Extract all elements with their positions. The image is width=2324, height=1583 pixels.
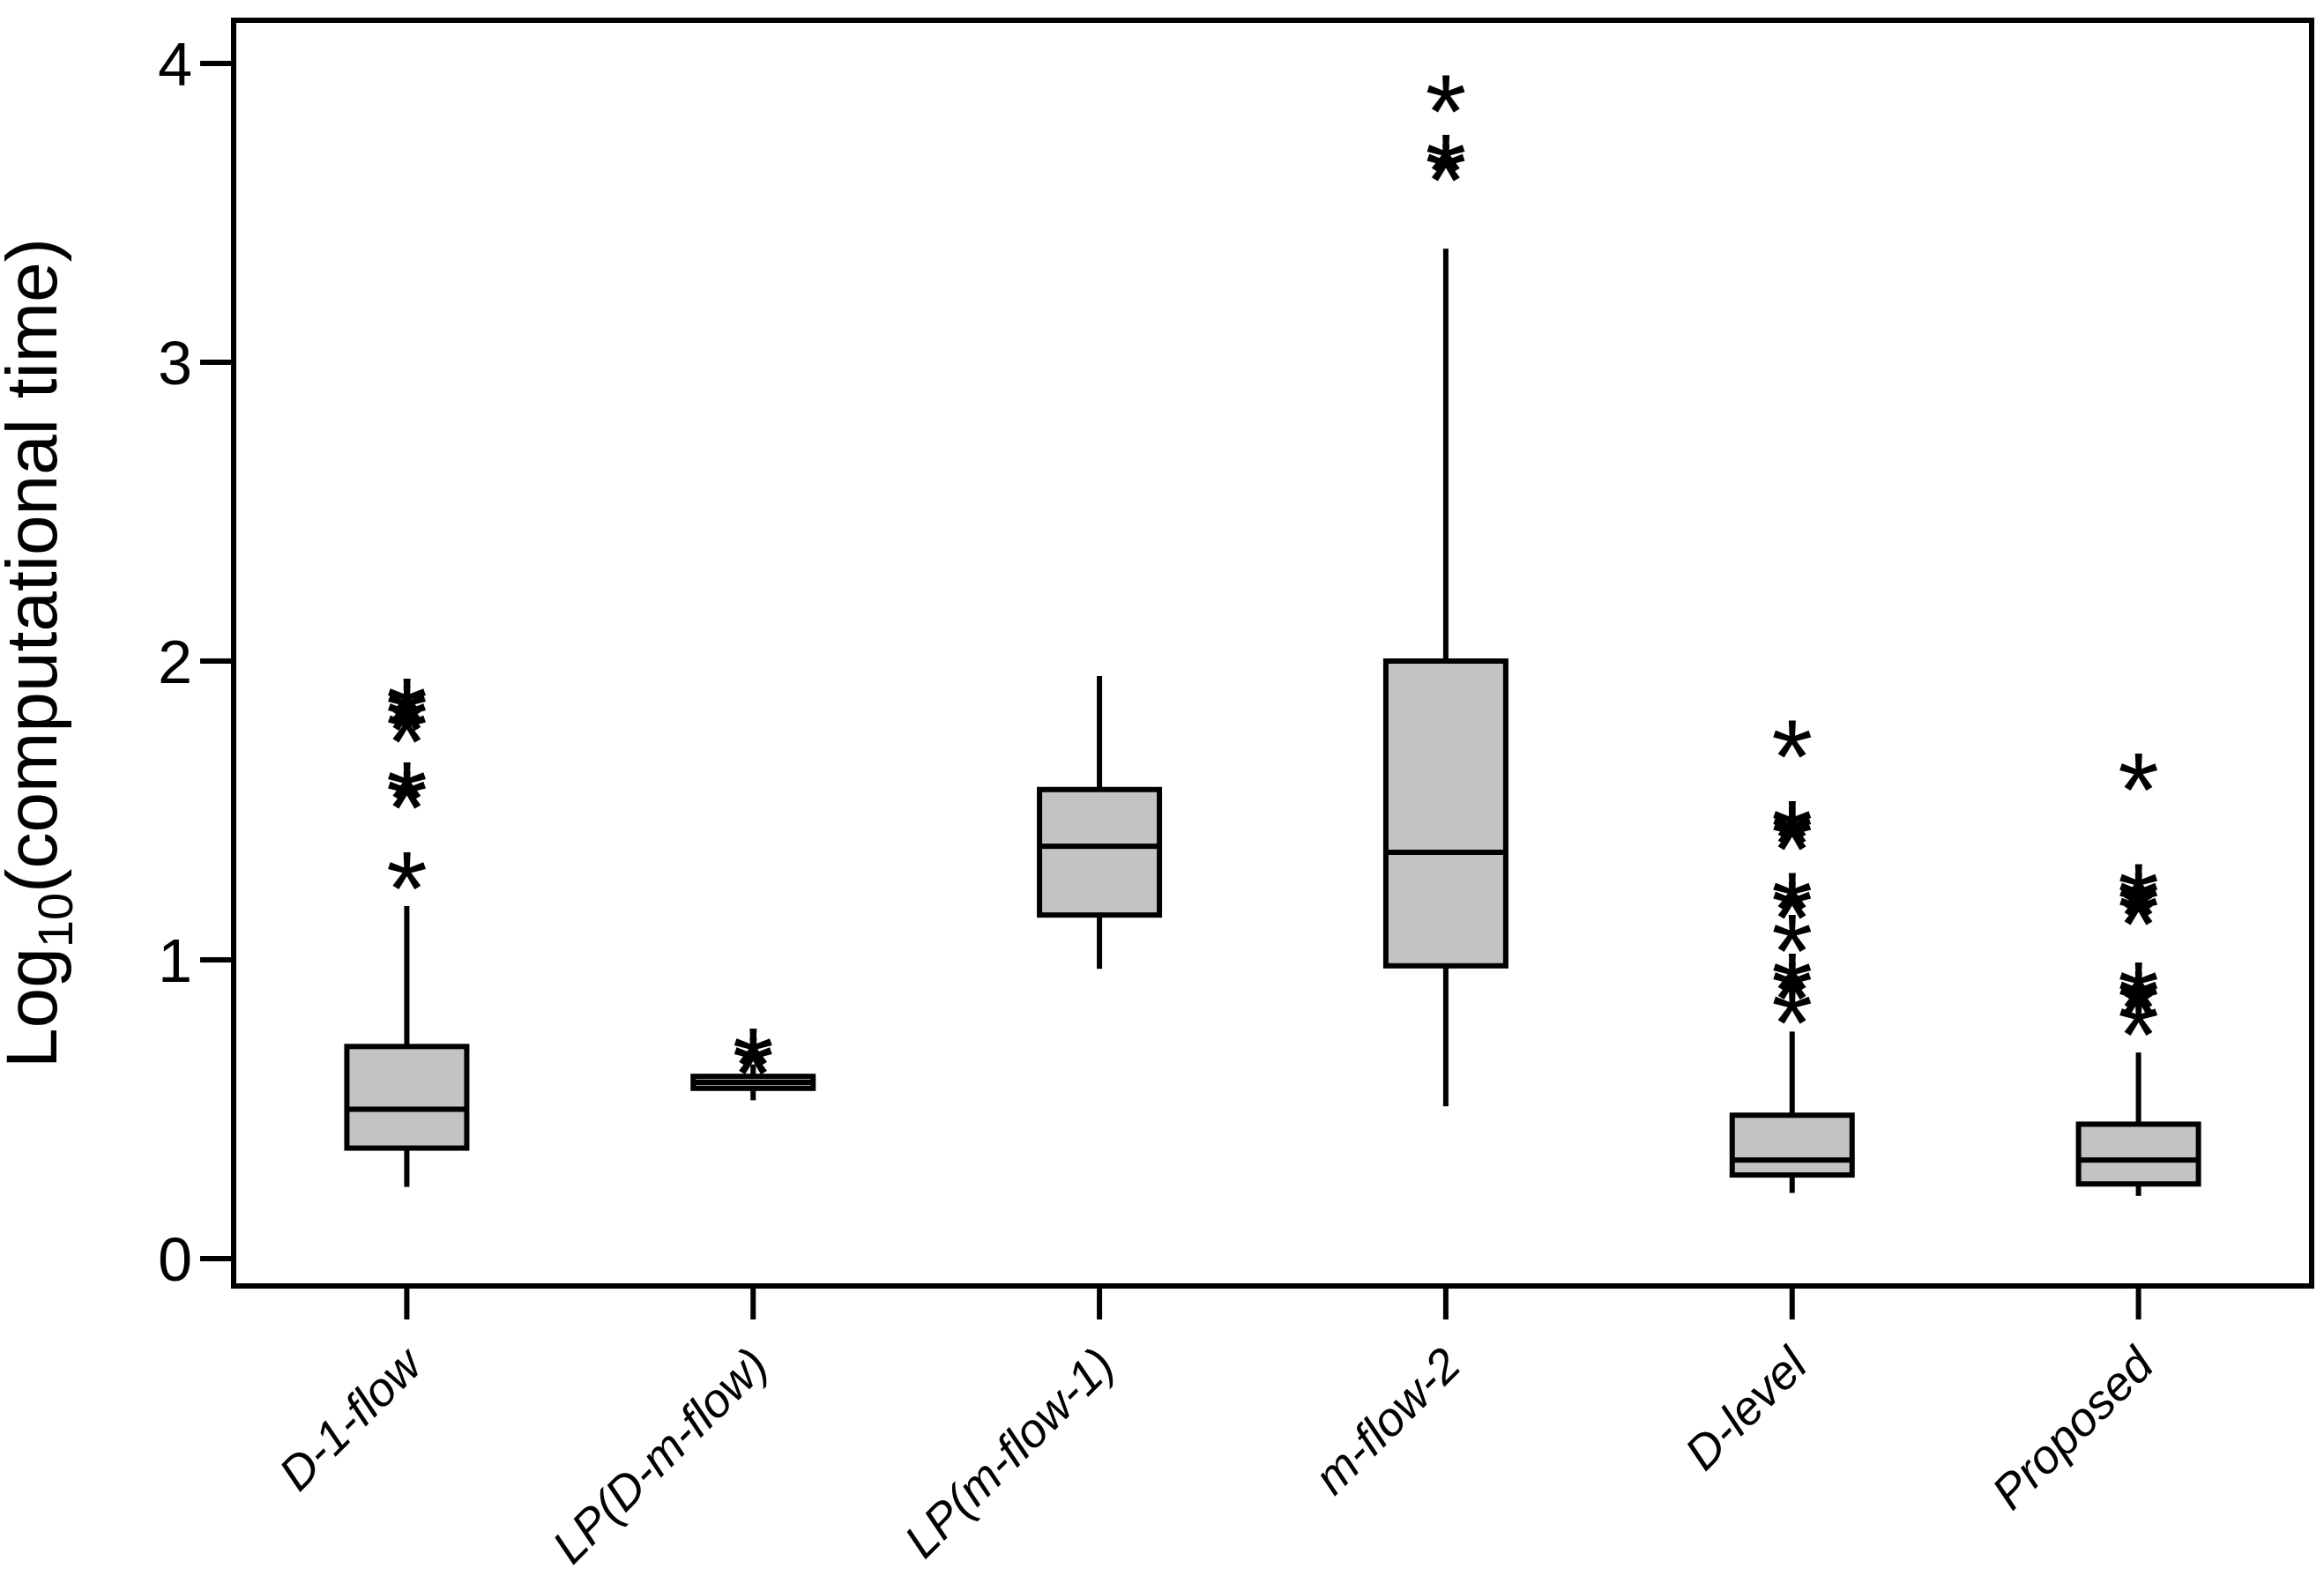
outlier-marker-Proposed: * xyxy=(2118,949,2159,1067)
outlier-marker-D-level: * xyxy=(1771,784,1813,903)
outlier-marker-D-level: * xyxy=(1771,932,1813,1050)
outlier-marker-Proposed: * xyxy=(2118,866,2159,984)
outlier-marker-LP(D-m-flow): * xyxy=(733,1006,774,1124)
box-body-Proposed xyxy=(2075,1121,2201,1187)
outlier-marker-D-level: * xyxy=(1771,940,1813,1059)
y-tick-label-1: 1 xyxy=(158,926,192,995)
outlier-marker-Proposed: * xyxy=(2118,842,2159,960)
outlier-marker-D-1-flow: * xyxy=(386,829,428,948)
y-axis-title: Log10(computational time) xyxy=(0,238,83,1068)
plot-frame xyxy=(231,18,2314,1289)
outlier-marker-D-1-flow: * xyxy=(386,683,428,801)
outlier-marker-Proposed: * xyxy=(2118,731,2159,849)
outlier-marker-D-level: * xyxy=(1771,779,1813,897)
y-tick-label-4: 4 xyxy=(158,30,192,99)
y-tick-label-0: 0 xyxy=(158,1225,192,1294)
outlier-marker-D-level: * xyxy=(1771,698,1813,816)
outlier-marker-D-level: * xyxy=(1771,851,1813,969)
outlier-marker-m-flow-2: * xyxy=(1426,53,1467,171)
outlier-marker-Proposed: * xyxy=(2118,976,2159,1094)
outlier-marker-m-flow-2: * xyxy=(1426,122,1467,240)
outlier-marker-LP(D-m-flow): * xyxy=(733,1014,774,1133)
outlier-marker-Proposed: * xyxy=(2118,940,2159,1059)
outlier-marker-D-level: * xyxy=(1771,791,1813,909)
box-body-m-flow-2 xyxy=(1382,658,1508,969)
box-body-D-1-flow xyxy=(344,1044,470,1151)
outlier-marker-D-level: * xyxy=(1771,859,1813,977)
outlier-marker-D-1-flow: * xyxy=(386,657,428,775)
outlier-marker-D-1-flow: * xyxy=(386,672,428,790)
box-body-D-level xyxy=(1729,1112,1855,1178)
outlier-marker-Proposed: * xyxy=(2118,851,2159,969)
outlier-marker-m-flow-2: * xyxy=(1426,113,1467,231)
outlier-marker-D-1-flow: * xyxy=(386,662,428,780)
outlier-marker-D-1-flow: * xyxy=(386,740,428,858)
y-tick-label-2: 2 xyxy=(158,628,192,696)
outlier-marker-D-level: * xyxy=(1771,964,1813,1082)
box-body-LP(m-flow-1) xyxy=(1037,786,1163,918)
outlier-marker-D-1-flow: * xyxy=(386,749,428,867)
outlier-marker-D-level: * xyxy=(1771,892,1813,1010)
y-tick-label-3: 3 xyxy=(158,329,192,398)
outlier-marker-Proposed: * xyxy=(2118,955,2159,1074)
outlier-marker-Proposed: * xyxy=(2118,857,2159,975)
